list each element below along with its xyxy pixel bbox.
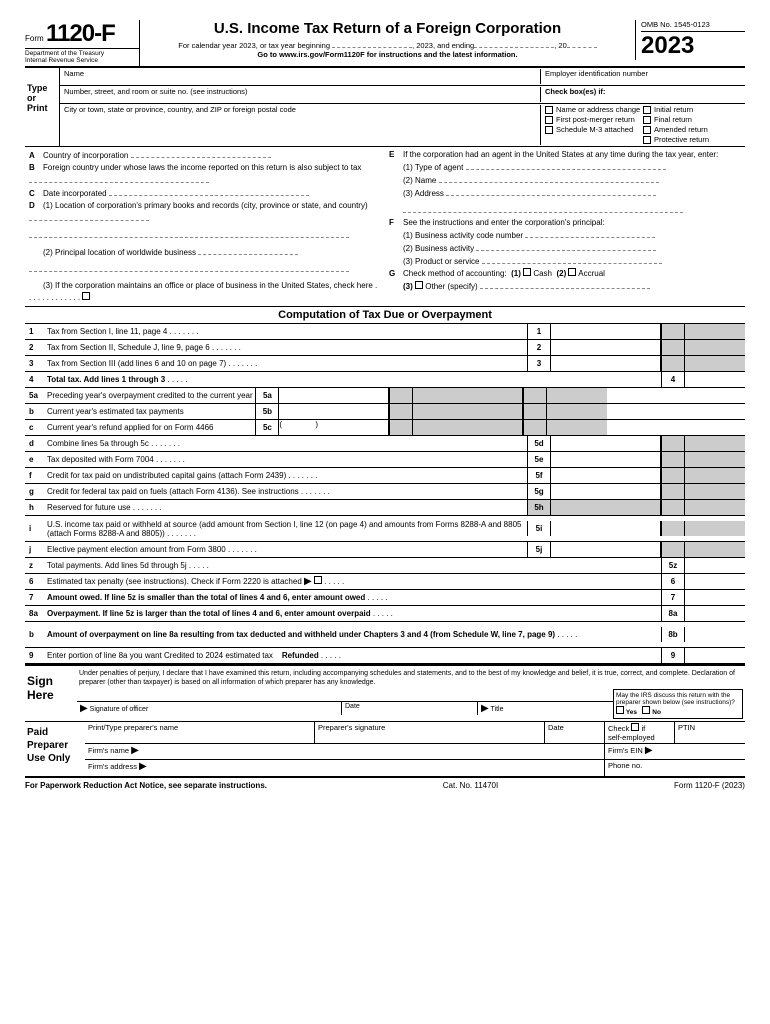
type-print-label: TypeorPrint — [25, 68, 60, 146]
line-a: Country of incorporation — [43, 151, 128, 160]
checkboxes-label: Check box(es) if: — [545, 87, 741, 96]
form-header: Form 1120-F Department of the TreasuryIn… — [25, 20, 745, 68]
prep-sig[interactable]: Preparer's signature — [315, 722, 545, 743]
cb-protective[interactable] — [643, 136, 651, 144]
cb-no[interactable] — [642, 706, 650, 714]
line-e: If the corporation had an agent in the U… — [403, 150, 718, 159]
line-d2: (2) Principal location of worldwide busi… — [43, 248, 196, 257]
prep-self: Check ifself-employed — [605, 722, 675, 743]
sign-here-section: SignHere Under penalties of perjury, I d… — [25, 664, 745, 722]
line-f3: (3) Product or service — [403, 257, 479, 266]
line-e1: (1) Type of agent — [403, 163, 463, 172]
prep-date[interactable]: Date — [545, 722, 605, 743]
section-a-g: ACountry of incorporation BForeign count… — [25, 147, 745, 307]
ein-field[interactable]: Employer identification number — [541, 69, 741, 84]
name-field[interactable]: Name — [64, 69, 541, 84]
prep-name[interactable]: Print/Type preparer's name — [85, 722, 315, 743]
identity-block: TypeorPrint Name Employer identification… — [25, 68, 745, 147]
line-d1: (1) Location of corporation's primary bo… — [43, 201, 368, 210]
line-d3: (3) If the corporation maintains an offi… — [43, 281, 373, 290]
prep-ptin[interactable]: PTIN — [675, 722, 745, 743]
sign-here-label: SignHere — [25, 666, 75, 721]
line-f: See the instructions and enter the corpo… — [403, 218, 605, 227]
firm-name[interactable]: Firm's name ▶ — [85, 744, 605, 759]
cb-accrual[interactable] — [568, 268, 576, 276]
cb-post-merger[interactable] — [545, 116, 553, 124]
sig-date[interactable]: Date — [342, 702, 478, 715]
cb-self-employed[interactable] — [631, 723, 639, 731]
calendar-year: For calendar year 2023, or tax year begi… — [145, 39, 630, 50]
computation-lines: 1Tax from Section I, line 11, page 4 . .… — [25, 324, 745, 664]
line-e3: (3) Address — [403, 189, 444, 198]
line-b: Foreign country under whose laws the inc… — [43, 163, 361, 172]
cb-final[interactable] — [643, 116, 651, 124]
dept-label: Department of the TreasuryInternal Reven… — [25, 48, 139, 64]
form-label: Form — [25, 34, 44, 43]
cb-amended[interactable] — [643, 126, 651, 134]
form-title: U.S. Income Tax Return of a Foreign Corp… — [145, 20, 630, 37]
omb-number: OMB No. 1545-0123 — [641, 20, 745, 32]
city-field[interactable]: City or town, state or province, country… — [64, 105, 541, 145]
cb-us-office[interactable] — [82, 292, 90, 300]
cat-no: Cat. No. 11470I — [443, 781, 498, 790]
firm-ein[interactable]: Firm's EIN ▶ — [605, 744, 745, 759]
line-f1: (1) Business activity code number — [403, 231, 523, 240]
firm-phone[interactable]: Phone no. — [605, 760, 745, 776]
form-number: 1120-F — [46, 20, 115, 47]
line-e2: (2) Name — [403, 176, 436, 185]
cb-initial[interactable] — [643, 106, 651, 114]
irs-discuss-box: May the IRS discuss this return with the… — [613, 689, 743, 719]
tax-year: 2023 — [641, 32, 745, 60]
line-g: Check method of accounting: — [403, 269, 507, 278]
cb-other[interactable] — [415, 281, 423, 289]
cb-yes[interactable] — [616, 706, 624, 714]
cb-name-change[interactable] — [545, 106, 553, 114]
cb-m3[interactable] — [545, 126, 553, 134]
computation-header: Computation of Tax Due or Overpayment — [25, 307, 745, 324]
firm-addr[interactable]: Firm's address ▶ — [85, 760, 605, 776]
address-field[interactable]: Number, street, and room or suite no. (s… — [64, 87, 541, 102]
cb-cash[interactable] — [523, 268, 531, 276]
sig-officer-label[interactable]: Signature of officer — [90, 706, 149, 713]
line-f2: (2) Business activity — [403, 244, 474, 253]
paid-preparer-section: PaidPreparerUse Only Print/Type preparer… — [25, 722, 745, 778]
perjury-statement: Under penalties of perjury, I declare th… — [77, 668, 743, 689]
page-footer: For Paperwork Reduction Act Notice, see … — [25, 778, 745, 790]
line-c: Date incorporated — [43, 189, 107, 198]
paperwork-notice: For Paperwork Reduction Act Notice, see … — [25, 781, 267, 790]
goto-url: Go to www.irs.gov/Form1120F for instruct… — [145, 50, 630, 59]
paid-preparer-label: PaidPreparerUse Only — [25, 722, 85, 776]
sig-title[interactable]: Title — [491, 706, 504, 713]
form-ref: Form 1120-F (2023) — [674, 781, 745, 790]
